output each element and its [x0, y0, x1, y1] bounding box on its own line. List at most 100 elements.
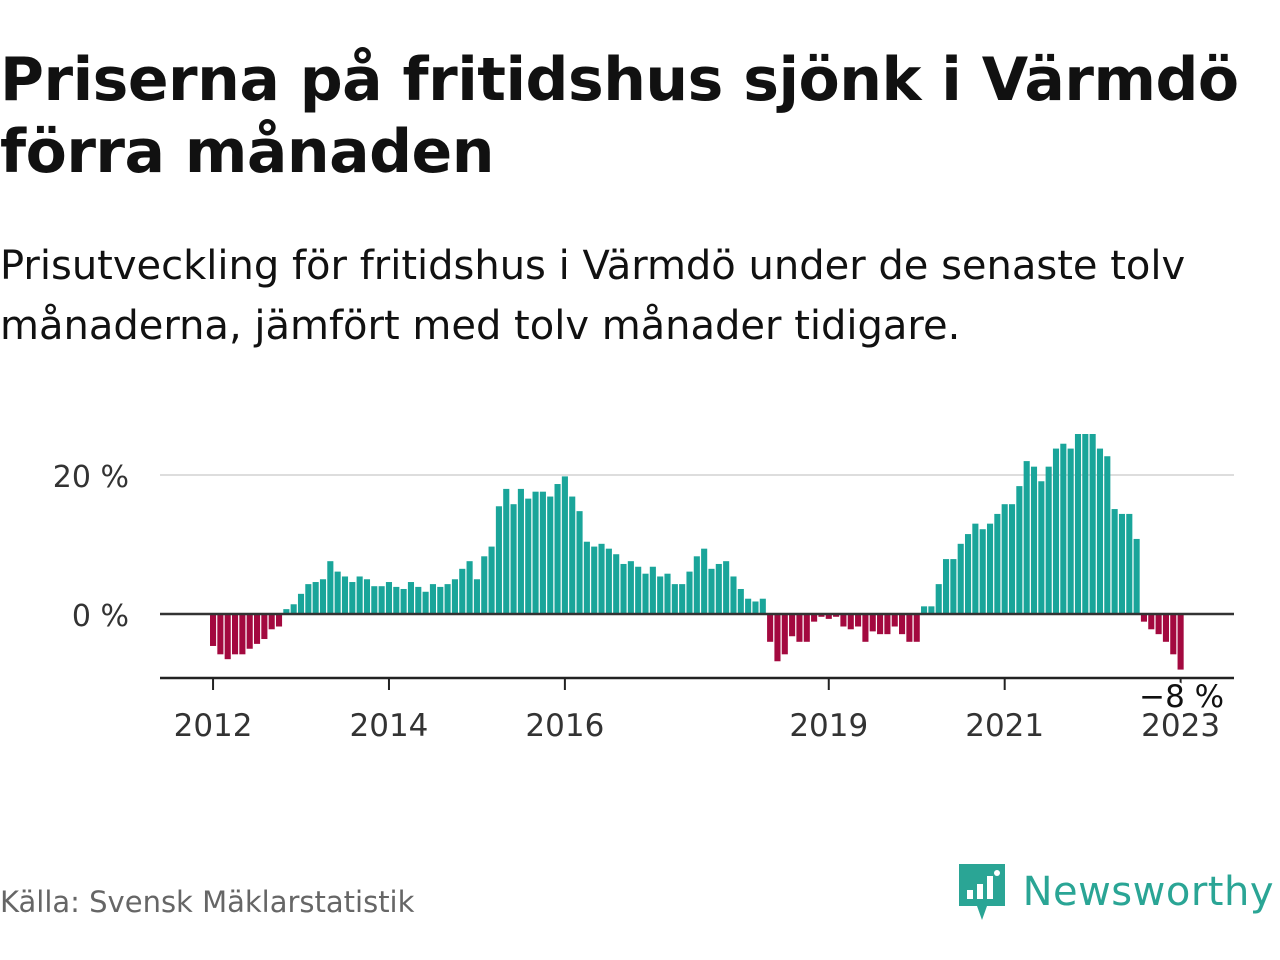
bar — [767, 614, 774, 642]
bar — [884, 614, 891, 635]
last-value-label: −8 % — [1139, 679, 1224, 715]
bar — [642, 573, 649, 614]
bar — [466, 561, 473, 614]
bar — [444, 584, 451, 614]
bar — [305, 584, 312, 614]
bar — [825, 614, 832, 619]
bar — [319, 579, 327, 614]
bar — [429, 584, 436, 614]
bar — [356, 576, 363, 614]
bar — [598, 543, 605, 614]
x-tick-label: 2021 — [965, 708, 1044, 744]
bar — [246, 614, 253, 649]
bar — [231, 614, 239, 655]
bar — [1089, 434, 1096, 614]
bar — [1104, 456, 1111, 614]
bar — [349, 582, 356, 614]
bar — [781, 614, 788, 655]
bar — [1023, 461, 1030, 614]
bar — [957, 543, 964, 614]
bar — [517, 488, 524, 614]
bar — [393, 586, 400, 614]
bar — [1155, 614, 1162, 635]
bar — [1052, 448, 1060, 614]
bar — [774, 614, 781, 662]
bar — [1016, 486, 1023, 614]
bar — [1030, 466, 1038, 614]
bar — [745, 598, 752, 614]
bar — [1008, 504, 1016, 614]
bar — [701, 548, 708, 614]
bar — [943, 559, 950, 614]
bar — [239, 614, 246, 655]
bar — [451, 579, 458, 614]
x-tick-label: 2016 — [525, 708, 604, 744]
x-tick-label: 2012 — [174, 708, 253, 744]
bar — [363, 579, 371, 614]
bar — [964, 534, 972, 614]
bar — [928, 606, 935, 614]
bar — [635, 566, 642, 614]
bar — [407, 582, 415, 614]
chart-area: 0 % 20 % 2012 2014 2016 2019 2021 2023 −8 % — [0, 400, 1280, 760]
bar — [723, 561, 730, 614]
bar — [378, 586, 385, 614]
bar — [818, 614, 825, 617]
bar — [649, 566, 656, 614]
bar — [525, 498, 532, 614]
bar — [1170, 614, 1177, 655]
bar — [385, 582, 393, 614]
bar — [906, 614, 913, 642]
bar — [312, 582, 319, 614]
bar — [972, 523, 979, 614]
bar — [1074, 434, 1082, 614]
chart-title: Priserna på fritidshus sjönk i Värmdö fö… — [0, 45, 1239, 187]
bar — [290, 604, 297, 614]
bar — [979, 529, 986, 614]
bar — [935, 584, 942, 614]
bar — [803, 614, 810, 642]
bar — [899, 614, 906, 635]
bar — [891, 614, 898, 627]
newsworthy-logo-icon — [958, 864, 1005, 920]
bar — [547, 496, 554, 614]
y-tick-label: 20 % — [53, 460, 129, 495]
bar — [657, 576, 664, 614]
bar — [833, 614, 840, 617]
bar — [730, 576, 737, 614]
bar — [950, 559, 957, 614]
bar — [877, 614, 884, 635]
bar — [1111, 509, 1118, 614]
bar — [1133, 538, 1140, 614]
bar — [862, 614, 869, 642]
bar — [679, 584, 686, 614]
bar — [752, 601, 759, 614]
bar — [994, 513, 1001, 614]
brand-logo[interactable]: Newsworthy — [957, 862, 1274, 922]
bar — [789, 614, 796, 637]
bar — [591, 546, 598, 614]
bar — [664, 573, 671, 614]
bars-layer — [210, 434, 1184, 670]
bar — [253, 614, 261, 644]
bar — [796, 614, 803, 642]
bar — [473, 579, 480, 614]
bar — [334, 571, 341, 614]
bar — [715, 563, 722, 614]
bar — [415, 586, 422, 614]
bar — [620, 563, 627, 614]
bar — [1067, 448, 1074, 614]
bar — [495, 506, 502, 614]
bar — [627, 561, 634, 614]
bar — [1148, 614, 1155, 630]
bar — [759, 598, 766, 614]
bar — [1096, 448, 1104, 614]
bar — [847, 614, 854, 630]
bar — [693, 556, 700, 614]
bar — [1118, 513, 1126, 614]
bar — [583, 541, 590, 614]
bar — [422, 591, 429, 614]
bar — [532, 491, 539, 614]
bar — [481, 556, 488, 614]
bar — [913, 614, 920, 642]
